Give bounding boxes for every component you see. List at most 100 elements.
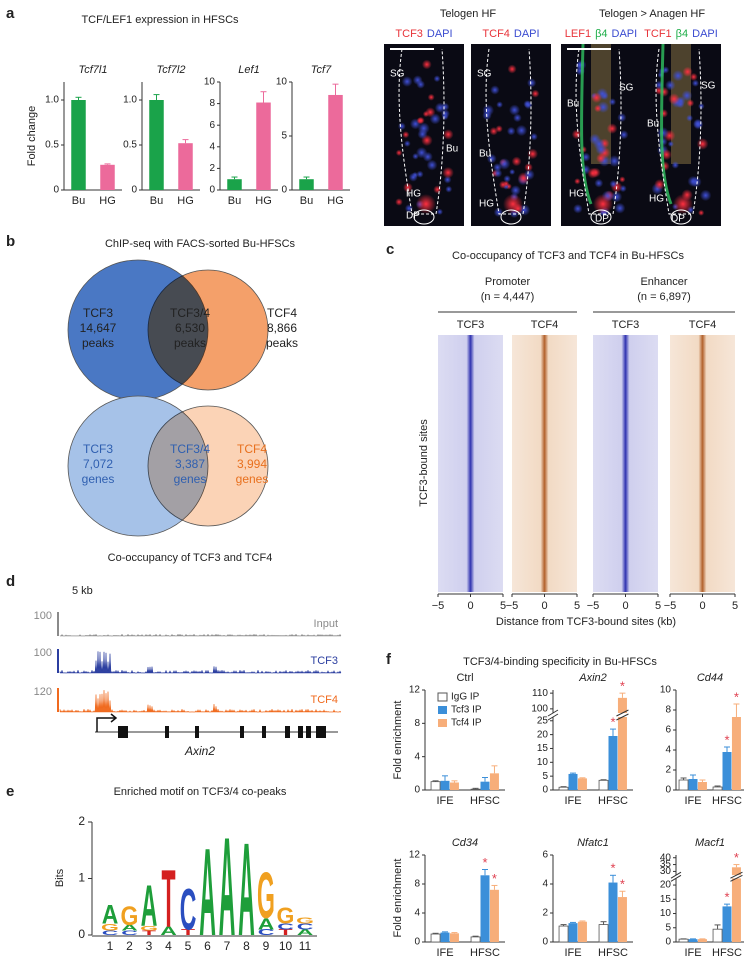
nucleus xyxy=(416,117,424,125)
exon xyxy=(316,726,326,738)
motif-letter: C xyxy=(102,929,119,936)
nucleus xyxy=(531,89,540,98)
nucleus xyxy=(590,167,601,178)
error-bar xyxy=(619,692,626,698)
nucleus xyxy=(495,125,503,133)
y-tick-label: 1.0 xyxy=(45,95,59,106)
significance: * xyxy=(610,715,615,730)
venn-label: TCF3/4 xyxy=(170,442,210,456)
bar xyxy=(731,867,741,942)
y-tick-label: 0 xyxy=(209,185,215,196)
nucleus xyxy=(403,182,413,193)
error-bar xyxy=(260,91,267,103)
y-tick-label: 4 xyxy=(414,751,420,762)
legend-swatch xyxy=(438,706,447,714)
nucleus xyxy=(486,153,497,164)
venn-label: 3,387 xyxy=(175,457,205,471)
axis-break xyxy=(672,875,744,879)
nucleus xyxy=(665,80,676,91)
venn-label: 8,866 xyxy=(267,321,297,335)
significance: * xyxy=(724,732,729,747)
y-tick-label: 4 xyxy=(542,879,548,890)
stain-label: LEF1 xyxy=(565,28,591,40)
y-tick-label: 6 xyxy=(542,850,548,861)
x-tick-label: IFE xyxy=(436,947,453,959)
panel-letter: b xyxy=(6,233,15,250)
bar xyxy=(731,717,741,790)
error-bar xyxy=(153,94,160,100)
nucleus xyxy=(614,202,626,214)
y-tick-label: 6 xyxy=(209,120,215,131)
y-tick-label: 10 xyxy=(537,757,549,768)
position-label: 7 xyxy=(224,939,231,953)
error-bar xyxy=(570,772,576,774)
exon xyxy=(306,726,311,738)
error-bar xyxy=(680,777,687,780)
nucleus xyxy=(511,156,522,167)
nucleus xyxy=(397,122,406,131)
bar xyxy=(328,94,343,190)
heatmap xyxy=(670,335,735,592)
bar xyxy=(470,788,481,791)
nucleus xyxy=(691,79,700,87)
x-tick-label: HFSC xyxy=(470,795,500,807)
stain-labels: TCF4 DAPI xyxy=(482,28,539,40)
x-tick-label: 0 xyxy=(622,600,628,612)
chart-title: Tcf7l2 xyxy=(157,64,186,76)
break-mark xyxy=(730,874,743,882)
track-signal xyxy=(59,651,342,674)
nucleus xyxy=(619,176,626,183)
nucleus xyxy=(608,98,617,106)
nucleus xyxy=(672,70,684,82)
position-label: 2 xyxy=(126,939,133,953)
bar xyxy=(697,782,707,790)
position-label: 8 xyxy=(243,939,250,953)
panel-title: Co-occupancy of TCF3 and TCF4 xyxy=(108,552,273,564)
nucleus xyxy=(530,132,538,141)
nucleus xyxy=(442,129,454,140)
panel-letter: c xyxy=(386,241,394,258)
y-tick-label: 0 xyxy=(542,937,548,948)
x-tick-label: HG xyxy=(327,195,344,207)
nucleus xyxy=(667,140,674,148)
bar xyxy=(440,780,450,790)
break-mark xyxy=(547,709,559,717)
position-label: 11 xyxy=(299,939,312,953)
hg-signal xyxy=(673,194,693,214)
y-tick-label: 0 xyxy=(53,185,59,196)
motif-letter: A xyxy=(102,900,119,930)
y-tick-label: 5 xyxy=(281,131,287,142)
y-tick-label: 10 xyxy=(660,685,672,696)
hg-signal xyxy=(416,194,436,214)
error-bar xyxy=(442,931,448,933)
nucleus xyxy=(422,110,430,118)
bar xyxy=(256,102,271,190)
exon xyxy=(118,726,128,738)
nucleus xyxy=(442,166,454,179)
heatmap xyxy=(438,335,503,592)
bar xyxy=(558,925,569,943)
venn-label: TCF3 xyxy=(83,306,113,320)
error-bar xyxy=(560,786,567,788)
nucleus xyxy=(496,101,503,108)
y-tick-label: 20 xyxy=(660,880,672,891)
x-tick-label: Bu xyxy=(300,195,313,207)
break-mark xyxy=(670,874,682,882)
y-tick-label: 2 xyxy=(209,163,215,174)
y-tick-label: 2 xyxy=(78,814,85,828)
axis-break xyxy=(549,713,633,717)
significance: * xyxy=(492,871,497,886)
bar xyxy=(178,143,193,190)
y-tick-label: 25 xyxy=(537,715,549,726)
motif-letter: T xyxy=(278,928,293,937)
y-tick-label: 0 xyxy=(414,937,420,948)
break-mark xyxy=(547,713,559,721)
bar xyxy=(712,786,723,791)
error-bar xyxy=(303,176,310,180)
y-tick-label: 10 xyxy=(660,908,672,919)
follicle-outline xyxy=(655,48,702,215)
motif-letter: T xyxy=(161,853,175,944)
error-bar xyxy=(724,746,730,752)
scale-label: 5 kb xyxy=(72,585,93,597)
